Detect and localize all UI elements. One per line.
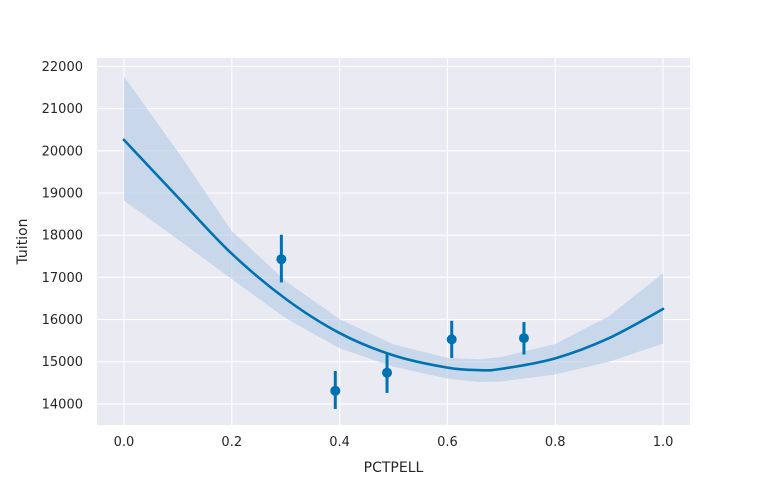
- point-marker: [330, 385, 341, 396]
- point-marker: [518, 333, 529, 344]
- data-point: [276, 234, 287, 283]
- x-tick-label: 0.2: [221, 435, 242, 450]
- x-tick-label: 0.6: [437, 435, 458, 450]
- regression-line: [122, 138, 665, 372]
- point-marker: [276, 254, 287, 265]
- y-tick-label: 16000: [42, 313, 83, 328]
- confidence-band-area: [123, 76, 664, 382]
- point-marker: [382, 367, 393, 378]
- y-tick-label: 14000: [42, 397, 83, 412]
- x-tick-label: 1.0: [653, 435, 674, 450]
- data-point: [330, 371, 341, 409]
- data-point: [518, 322, 529, 355]
- data-point: [382, 352, 393, 393]
- y-tick-label: 15000: [42, 355, 83, 370]
- data-point: [446, 320, 457, 358]
- x-tick-label: 0.4: [329, 435, 350, 450]
- data-points: [276, 234, 529, 409]
- point-marker: [446, 334, 457, 345]
- x-tick-label: 0.0: [114, 435, 135, 450]
- y-axis-label: Tuition: [15, 218, 31, 265]
- y-tick-label: 18000: [42, 229, 83, 244]
- confidence-band: [123, 76, 664, 382]
- x-tick-label: 0.8: [545, 435, 566, 450]
- y-tick-label: 22000: [42, 60, 83, 75]
- fit-line: [122, 138, 665, 372]
- x-axis: 0.0 0.2 0.4 0.6 0.8 1.0: [114, 435, 674, 450]
- y-tick-label: 20000: [42, 144, 83, 159]
- grid: [97, 58, 690, 425]
- y-axis: 14000 15000 16000 17000 18000 19000 20000 21000…: [42, 60, 83, 412]
- y-tick-label: 17000: [42, 271, 83, 286]
- y-tick-label: 19000: [42, 186, 83, 201]
- y-tick-label: 21000: [42, 102, 83, 117]
- x-axis-label: PCTPELL: [364, 460, 424, 476]
